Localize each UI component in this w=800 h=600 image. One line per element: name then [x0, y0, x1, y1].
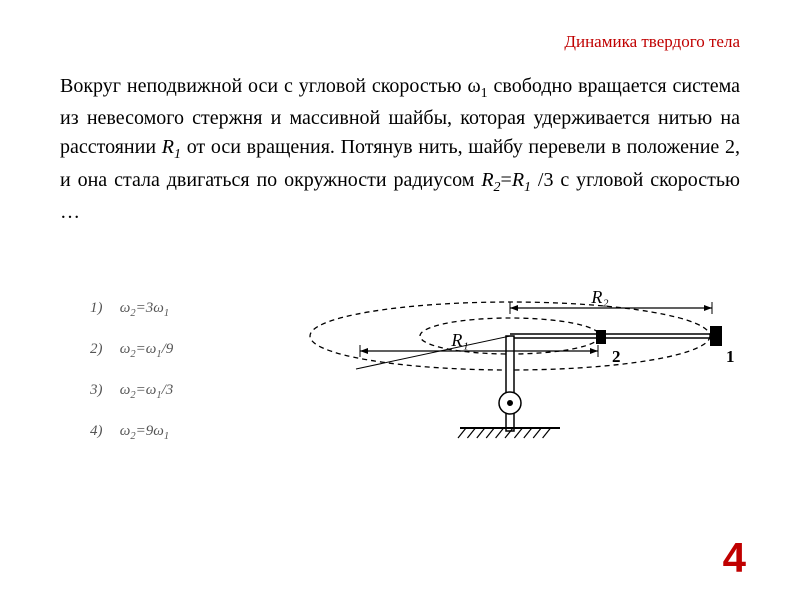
option-4: 4) ω2=9ω1: [90, 423, 173, 442]
option-number: 4): [90, 423, 116, 440]
option-expression: ω2=3ω1: [120, 300, 169, 316]
section-header: Динамика твердого тела: [564, 32, 740, 52]
option-number: 1): [90, 300, 116, 317]
physics-diagram: R₁ R₂ 1 2: [300, 288, 750, 488]
answer-options: 1) ω2=3ω1 2) ω2=ω1/9 3) ω2=ω1/3 4) ω2=9ω…: [90, 300, 173, 464]
svg-text:1: 1: [726, 347, 735, 366]
option-2: 2) ω2=ω1/9: [90, 341, 173, 360]
option-expression: ω2=9ω1: [120, 423, 169, 439]
svg-text:2: 2: [612, 347, 621, 366]
option-3: 3) ω2=ω1/3: [90, 382, 173, 401]
option-1: 1) ω2=3ω1: [90, 300, 173, 319]
option-number: 2): [90, 341, 116, 358]
page-number: 4: [723, 534, 746, 582]
option-expression: ω2=ω1/9: [120, 341, 173, 357]
svg-text:R₂: R₂: [590, 288, 608, 307]
svg-text:R₁: R₁: [450, 330, 468, 350]
option-number: 3): [90, 382, 116, 399]
option-expression: ω2=ω1/3: [120, 382, 173, 398]
problem-statement: Вокруг неподвижной оси с угловой скорост…: [60, 72, 740, 227]
